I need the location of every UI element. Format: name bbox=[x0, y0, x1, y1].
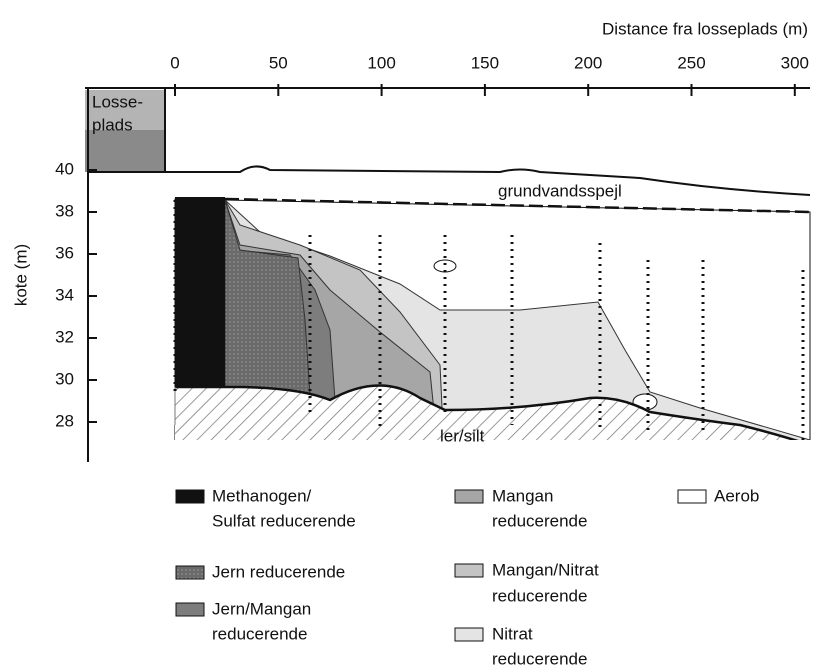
legend-swatch bbox=[175, 489, 205, 504]
y-tick-label: 34 bbox=[55, 285, 74, 304]
legend-label: Sulfat reducerende bbox=[212, 511, 356, 530]
legend-swatch bbox=[454, 627, 484, 642]
y-axis-title: kote (m) bbox=[11, 244, 30, 306]
legend-swatch bbox=[175, 602, 205, 617]
legend-swatch bbox=[677, 489, 707, 504]
legend-label: reducerende bbox=[212, 624, 307, 643]
y-tick-label: 28 bbox=[55, 411, 74, 430]
landfill-shade bbox=[85, 90, 165, 130]
clay-cut bbox=[89, 440, 814, 480]
legend-swatch bbox=[175, 565, 205, 580]
legend: Methanogen/ Sulfat reducerende Jern redu… bbox=[175, 486, 759, 668]
landfill-label: plads bbox=[92, 115, 133, 134]
ground-surface bbox=[88, 165, 811, 196]
x-tick-label: 300 bbox=[781, 53, 809, 72]
legend-swatch bbox=[454, 489, 484, 504]
legend-label: Mangan/Nitrat bbox=[492, 560, 599, 579]
legend-label: Nitrat bbox=[492, 624, 533, 643]
legend-label: Mangan bbox=[492, 486, 553, 505]
x-tick-label: 200 bbox=[574, 53, 602, 72]
legend-label: Jern/Mangan bbox=[212, 599, 311, 618]
groundwater-label: grundvandsspejl bbox=[498, 181, 622, 200]
legend-label: Methanogen/ bbox=[212, 486, 312, 505]
x-tick-label: 150 bbox=[471, 53, 499, 72]
y-tick-label: 38 bbox=[55, 201, 74, 220]
legend-label: Jern reducerende bbox=[212, 562, 345, 581]
x-tick-label: 250 bbox=[677, 53, 705, 72]
landfill-label: Losse- bbox=[92, 92, 143, 111]
y-tick-label: 32 bbox=[55, 327, 74, 346]
legend-label: reducerende bbox=[492, 649, 587, 668]
boreholes bbox=[173, 200, 805, 440]
legend-label: reducerende bbox=[492, 511, 587, 530]
clay-label: ler/silt bbox=[440, 426, 485, 445]
x-axis-title: Distance fra losseplads (m) bbox=[602, 19, 808, 38]
x-tick-label: 0 bbox=[170, 53, 179, 72]
y-tick-label: 30 bbox=[55, 369, 74, 388]
legend-label: reducerende bbox=[492, 586, 587, 605]
x-tick-label: 50 bbox=[269, 53, 288, 72]
y-tick-label: 36 bbox=[55, 243, 74, 262]
x-tick-label: 100 bbox=[367, 53, 395, 72]
legend-label: Aerob bbox=[714, 486, 759, 505]
y-tick-label: 40 bbox=[55, 159, 74, 178]
groundwater-level bbox=[224, 197, 811, 214]
legend-swatch bbox=[454, 563, 484, 578]
clay-surface bbox=[175, 384, 811, 447]
